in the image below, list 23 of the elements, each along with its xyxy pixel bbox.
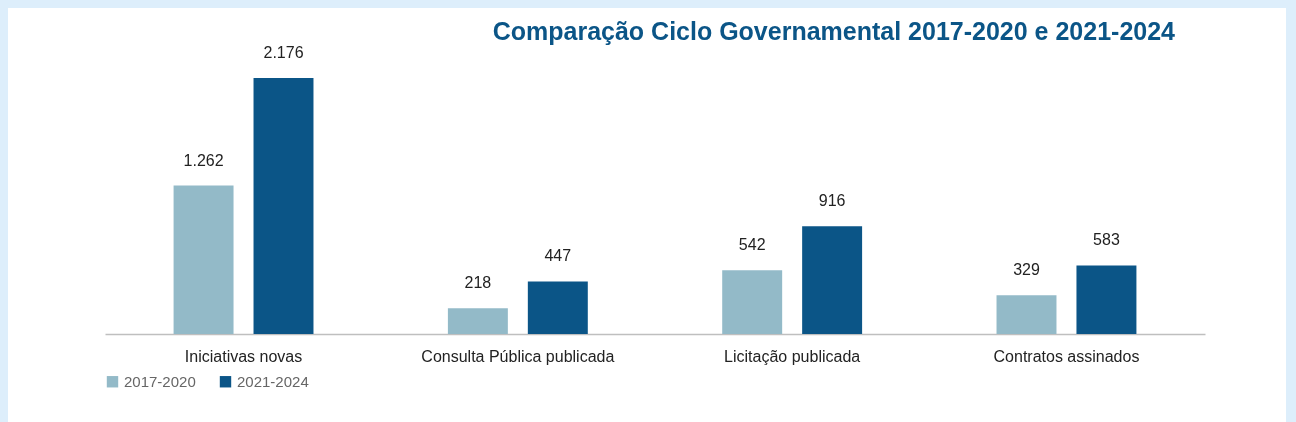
bar: [527, 281, 588, 334]
bar: [996, 295, 1057, 334]
data-label: 329: [1013, 261, 1040, 279]
x-tick-label: Iniciativas novas: [184, 347, 303, 365]
chart-title: Comparação Ciclo Governamental 2017-2020 e 2021-2024: [492, 17, 1176, 45]
bar: [1076, 265, 1137, 334]
bar: [447, 308, 508, 334]
data-label: 583: [1093, 231, 1120, 249]
bar: [173, 185, 234, 334]
data-label: 218: [464, 274, 492, 292]
legend-label: 2021-2024: [237, 372, 309, 390]
x-tick-label: Contratos assinados: [993, 347, 1140, 365]
x-tick-label: Licitação publicada: [724, 347, 861, 365]
x-tick-label: Consulta Pública publicada: [421, 347, 615, 365]
data-label: 2.176: [263, 44, 304, 61]
legend-label: 2017-2020: [124, 372, 196, 390]
data-label: 542: [738, 236, 766, 254]
data-label: 1.262: [183, 151, 224, 169]
data-label: 916: [818, 192, 846, 210]
bar: [722, 270, 783, 334]
data-label: 447: [544, 247, 572, 265]
bar: [253, 78, 314, 334]
bar: [802, 226, 863, 334]
